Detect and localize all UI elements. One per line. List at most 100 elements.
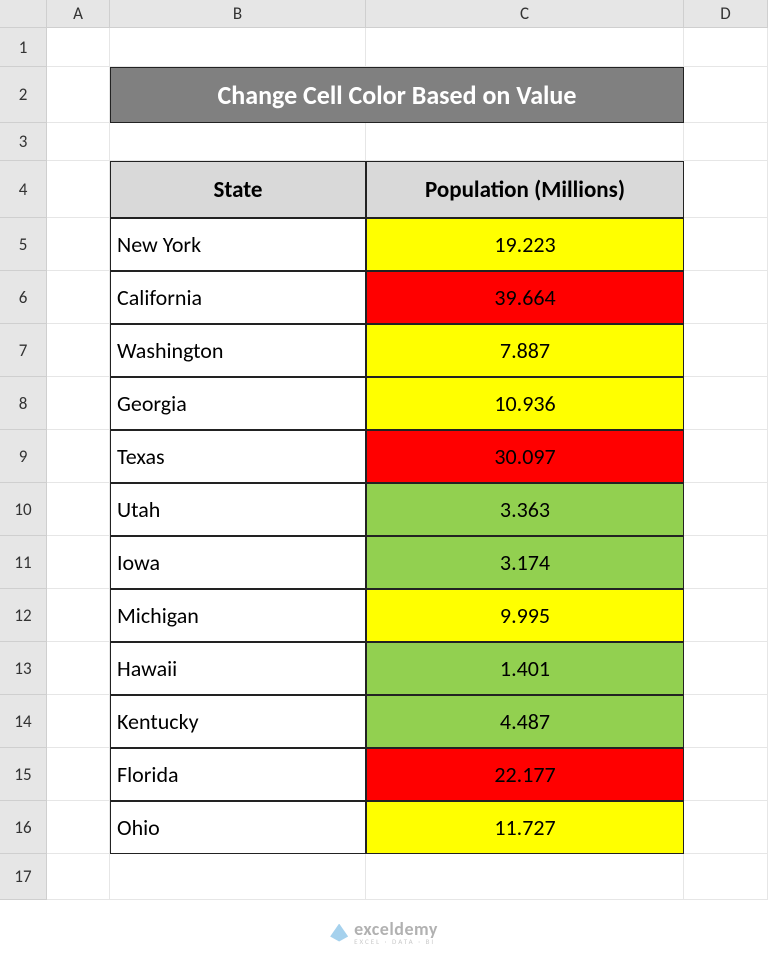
cell-d16[interactable]: [684, 801, 768, 854]
grid-row: 10 Utah3.363: [0, 483, 768, 536]
row-header-12[interactable]: 12: [0, 589, 47, 642]
cell[interactable]: [47, 123, 110, 161]
row-header-9[interactable]: 9: [0, 430, 47, 483]
select-all-corner[interactable]: [0, 0, 47, 28]
cell-d7[interactable]: [684, 324, 768, 377]
population-cell[interactable]: 3.174: [366, 536, 684, 589]
cell[interactable]: [684, 28, 768, 67]
row-header-1[interactable]: 1: [0, 28, 47, 67]
watermark-text: exceldemy: [354, 920, 438, 938]
population-cell[interactable]: 7.887: [366, 324, 684, 377]
row-header-7[interactable]: 7: [0, 324, 47, 377]
cell-d12[interactable]: [684, 589, 768, 642]
population-cell[interactable]: 1.401: [366, 642, 684, 695]
state-cell[interactable]: Michigan: [110, 589, 366, 642]
cell-a12[interactable]: [47, 589, 110, 642]
cell-a2[interactable]: [47, 67, 110, 123]
population-cell[interactable]: 30.097: [366, 430, 684, 483]
cell-a10[interactable]: [47, 483, 110, 536]
cell[interactable]: [366, 854, 684, 900]
cell-d6[interactable]: [684, 271, 768, 324]
population-cell[interactable]: 19.223: [366, 218, 684, 271]
row-header-17[interactable]: 17: [0, 854, 47, 900]
population-cell[interactable]: 9.995: [366, 589, 684, 642]
population-cell[interactable]: 11.727: [366, 801, 684, 854]
grid-row: 5 New York19.223: [0, 218, 768, 271]
cell[interactable]: [110, 854, 366, 900]
cell[interactable]: [684, 854, 768, 900]
grid-row: 6 California39.664: [0, 271, 768, 324]
cell[interactable]: [110, 123, 366, 161]
population-cell[interactable]: 22.177: [366, 748, 684, 801]
cell-a5[interactable]: [47, 218, 110, 271]
cell-a11[interactable]: [47, 536, 110, 589]
cell-d2[interactable]: [684, 67, 768, 123]
cell-d10[interactable]: [684, 483, 768, 536]
row-header-14[interactable]: 14: [0, 695, 47, 748]
row-header-3[interactable]: 3: [0, 123, 47, 161]
row-header-5[interactable]: 5: [0, 218, 47, 271]
col-header-c[interactable]: C: [366, 0, 684, 28]
state-cell[interactable]: Texas: [110, 430, 366, 483]
col-header-b[interactable]: B: [110, 0, 366, 28]
cell-d4[interactable]: [684, 161, 768, 218]
grid-row: 7 Washington7.887: [0, 324, 768, 377]
cell-d11[interactable]: [684, 536, 768, 589]
cell[interactable]: [684, 123, 768, 161]
grid-row: 9 Texas30.097: [0, 430, 768, 483]
row-header-6[interactable]: 6: [0, 271, 47, 324]
state-cell[interactable]: Ohio: [110, 801, 366, 854]
grid-body: 12 Change Cell Color Based on Value 34 Stat…: [0, 28, 768, 900]
cell[interactable]: [110, 28, 366, 67]
cell-a6[interactable]: [47, 271, 110, 324]
row-header-2[interactable]: 2: [0, 67, 47, 123]
state-cell[interactable]: Georgia: [110, 377, 366, 430]
cell-d5[interactable]: [684, 218, 768, 271]
state-cell[interactable]: New York: [110, 218, 366, 271]
col-header-d[interactable]: D: [684, 0, 768, 28]
cell[interactable]: [366, 28, 684, 67]
population-cell[interactable]: 4.487: [366, 695, 684, 748]
cell-a13[interactable]: [47, 642, 110, 695]
cell-a15[interactable]: [47, 748, 110, 801]
cell-d9[interactable]: [684, 430, 768, 483]
title-cell[interactable]: Change Cell Color Based on Value: [110, 67, 684, 123]
row-header-10[interactable]: 10: [0, 483, 47, 536]
row-header-16[interactable]: 16: [0, 801, 47, 854]
grid-row: 12 Michigan9.995: [0, 589, 768, 642]
state-cell[interactable]: Utah: [110, 483, 366, 536]
population-cell[interactable]: 10.936: [366, 377, 684, 430]
row-header-11[interactable]: 11: [0, 536, 47, 589]
col-header-a[interactable]: A: [47, 0, 110, 28]
row-header-15[interactable]: 15: [0, 748, 47, 801]
row-header-8[interactable]: 8: [0, 377, 47, 430]
cell-d15[interactable]: [684, 748, 768, 801]
row-header-4[interactable]: 4: [0, 161, 47, 218]
state-cell[interactable]: California: [110, 271, 366, 324]
cell-d14[interactable]: [684, 695, 768, 748]
cell-a16[interactable]: [47, 801, 110, 854]
cell[interactable]: [47, 28, 110, 67]
state-cell[interactable]: Washington: [110, 324, 366, 377]
state-cell[interactable]: Florida: [110, 748, 366, 801]
cell-a8[interactable]: [47, 377, 110, 430]
table-header-population[interactable]: Population (Millions): [366, 161, 684, 218]
state-cell[interactable]: Iowa: [110, 536, 366, 589]
grid-row: 16 Ohio11.727: [0, 801, 768, 854]
grid-row: 15 Florida22.177: [0, 748, 768, 801]
cell-d8[interactable]: [684, 377, 768, 430]
cell-a4[interactable]: [47, 161, 110, 218]
cell-a7[interactable]: [47, 324, 110, 377]
population-cell[interactable]: 39.664: [366, 271, 684, 324]
cell-d13[interactable]: [684, 642, 768, 695]
cell-a9[interactable]: [47, 430, 110, 483]
cell-a14[interactable]: [47, 695, 110, 748]
cell[interactable]: [47, 854, 110, 900]
table-header-state[interactable]: State: [110, 161, 366, 218]
state-cell[interactable]: Kentucky: [110, 695, 366, 748]
state-cell[interactable]: Hawaii: [110, 642, 366, 695]
population-cell[interactable]: 3.363: [366, 483, 684, 536]
cell[interactable]: [366, 123, 684, 161]
row-header-13[interactable]: 13: [0, 642, 47, 695]
grid-row: 1: [0, 28, 768, 67]
